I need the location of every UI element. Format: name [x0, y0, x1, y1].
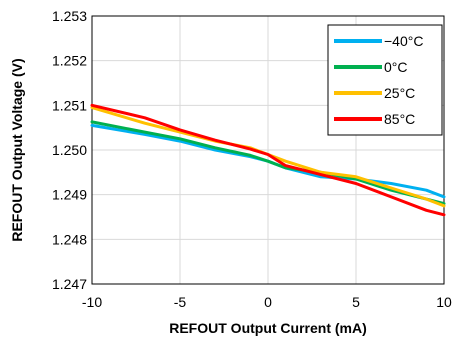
y-tick-label: 1.249	[52, 187, 87, 203]
series-line-1	[90, 120, 446, 206]
legend-entry: −40°C	[384, 33, 423, 49]
series-line-2	[90, 106, 446, 208]
y-tick-label: 1.247	[52, 276, 87, 292]
legend-entry: 25°C	[384, 85, 415, 101]
legend-entry: 0°C	[384, 59, 408, 75]
x-tick-label: 10	[436, 294, 452, 310]
tick-labels: -10 -5 0 5 10 1.247 1.248 1.249 1.250 1.251 1.252 1…	[52, 8, 452, 310]
plot-area	[91, 15, 445, 285]
series-lines	[90, 103, 446, 217]
y-tick-label: 1.251	[52, 97, 87, 113]
y-axis-label: REFOUT Output Voltage (V)	[9, 58, 25, 241]
x-axis-label: REFOUT Output Current (mA)	[169, 320, 367, 336]
x-tick-label: -5	[174, 294, 187, 310]
legend-box	[327, 24, 443, 136]
x-tick-label: 5	[352, 294, 360, 310]
x-tick-label: -10	[82, 294, 102, 310]
y-tick-label: 1.248	[52, 231, 87, 247]
y-tick-label: 1.253	[52, 8, 87, 24]
y-tick-label: 1.252	[52, 53, 87, 69]
y-tick-label: 1.250	[52, 142, 87, 158]
legend-entry: 85°C	[384, 111, 415, 127]
x-tick-label: 0	[264, 294, 272, 310]
legend: −40°C 0°C 25°C 85°C	[327, 24, 443, 136]
series-line-3	[90, 103, 446, 217]
